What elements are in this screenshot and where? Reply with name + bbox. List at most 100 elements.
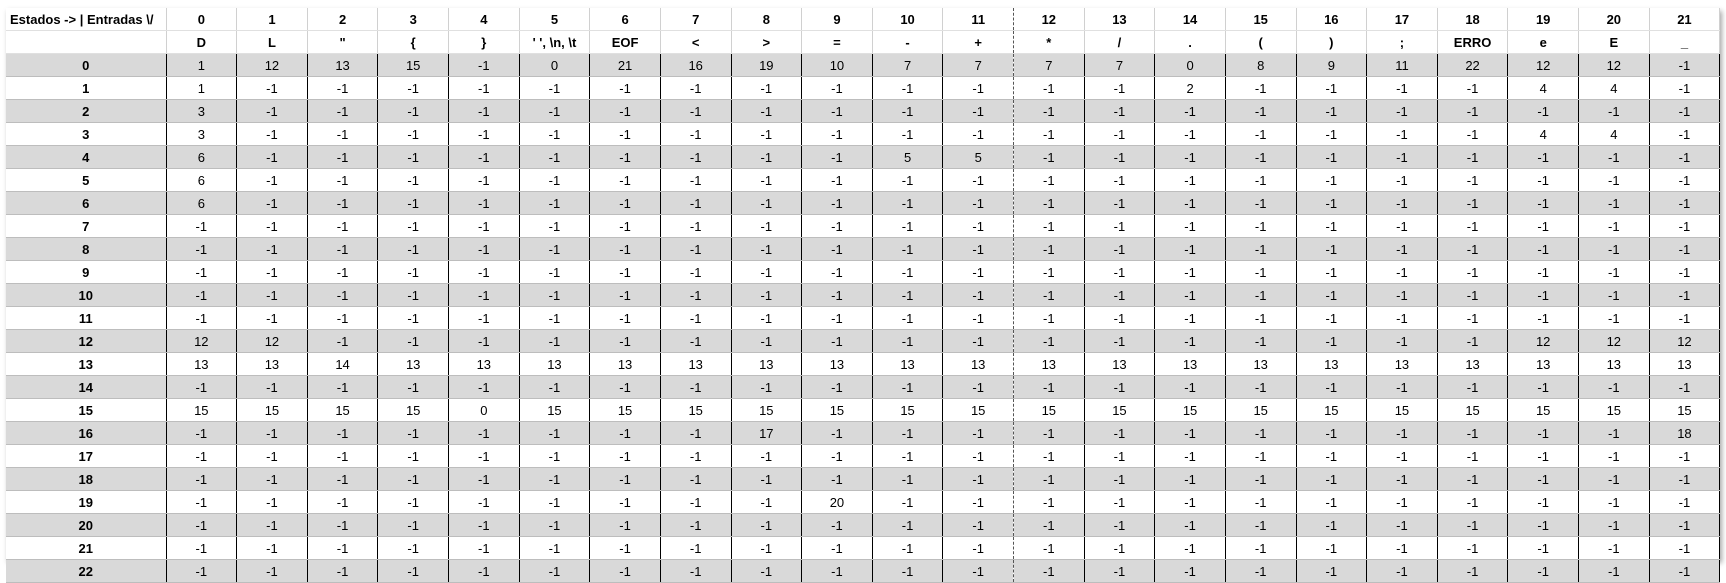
transition-cell: -1 xyxy=(872,99,944,123)
transition-cell: 14 xyxy=(307,352,379,376)
state-label: 12 xyxy=(6,329,167,353)
transition-cell: -1 xyxy=(1296,306,1368,330)
transition-cell: -1 xyxy=(307,467,379,491)
transition-cell: -1 xyxy=(660,237,732,261)
transition-cell: -1 xyxy=(1649,122,1721,146)
transition-cell: -1 xyxy=(589,536,661,560)
transition-cell: -1 xyxy=(377,559,449,583)
transition-cell: -1 xyxy=(307,444,379,468)
transition-cell: -1 xyxy=(872,444,944,468)
transition-cell: -1 xyxy=(1296,99,1368,123)
transition-cell: -1 xyxy=(1437,260,1509,284)
transition-cell: -1 xyxy=(872,237,944,261)
transition-cell: -1 xyxy=(236,237,308,261)
transition-cell: -1 xyxy=(660,122,732,146)
transition-cell: -1 xyxy=(1084,99,1156,123)
transition-cell: -1 xyxy=(801,76,873,100)
transition-cell: -1 xyxy=(1225,168,1297,192)
transition-cell: -1 xyxy=(307,329,379,353)
transition-cell: -1 xyxy=(1578,467,1650,491)
transition-cell: 13 xyxy=(1154,352,1226,376)
transition-cell: -1 xyxy=(1225,306,1297,330)
transition-cell: 15 xyxy=(377,53,449,77)
transition-cell: -1 xyxy=(377,536,449,560)
transition-cell: -1 xyxy=(236,444,308,468)
transition-cell: -1 xyxy=(660,306,732,330)
transition-cell: -1 xyxy=(1437,329,1509,353)
transition-cell: -1 xyxy=(1507,99,1579,123)
transition-cell: -1 xyxy=(519,283,591,307)
transition-cell: 15 xyxy=(307,398,379,422)
transition-cell: -1 xyxy=(236,122,308,146)
transition-cell: -1 xyxy=(377,283,449,307)
transition-cell: 8 xyxy=(1225,53,1297,77)
transition-cell: -1 xyxy=(307,99,379,123)
transition-cell: 7 xyxy=(1084,53,1156,77)
transition-cell: -1 xyxy=(942,191,1014,215)
transition-cell: -1 xyxy=(1437,375,1509,399)
transition-cell: -1 xyxy=(872,375,944,399)
transition-cell: -1 xyxy=(1649,283,1721,307)
transition-cell: -1 xyxy=(1437,467,1509,491)
transition-cell: -1 xyxy=(448,168,520,192)
transition-cell: -1 xyxy=(448,559,520,583)
transition-cell: -1 xyxy=(1013,214,1085,238)
table-row: 19 -1 -1 -1 -1 -1 -1 -1 -1 -1 20 -1 -1 -1 -1 -1 -1 -1 -1 -1… xyxy=(6,490,1721,514)
column-index-header: 8 xyxy=(731,8,803,31)
transition-cell: -1 xyxy=(801,306,873,330)
transition-cell: -1 xyxy=(1507,191,1579,215)
transition-cell: -1 xyxy=(307,260,379,284)
transition-cell: -1 xyxy=(1154,306,1226,330)
table-row: 3 3 -1 -1 -1 -1 -1 -1 -1 -1 -1 -1 -1 -1 -1 -1 -1 -1 -1 -1 4 4… xyxy=(6,122,1721,146)
transition-cell: -1 xyxy=(1507,490,1579,514)
transition-cell: -1 xyxy=(660,421,732,445)
transition-cell: -1 xyxy=(1013,76,1085,100)
transition-cell: -1 xyxy=(1507,536,1579,560)
transition-cell: -1 xyxy=(872,513,944,537)
transition-cell: -1 xyxy=(1013,237,1085,261)
transition-cell: -1 xyxy=(1437,145,1509,169)
transition-cell: -1 xyxy=(166,536,238,560)
transition-cell: -1 xyxy=(1084,467,1156,491)
transition-cell: -1 xyxy=(731,329,803,353)
column-char-header: } xyxy=(448,30,520,54)
transition-cell: 15 xyxy=(236,398,308,422)
transition-cell: -1 xyxy=(731,145,803,169)
transition-cell: 1 xyxy=(166,76,238,100)
transition-cell: -1 xyxy=(1154,122,1226,146)
state-label: 22 xyxy=(6,559,167,583)
transition-cell: -1 xyxy=(1013,513,1085,537)
state-label: 5 xyxy=(6,168,167,192)
transition-cell: -1 xyxy=(1578,145,1650,169)
transition-cell: -1 xyxy=(166,283,238,307)
transition-cell: -1 xyxy=(872,76,944,100)
transition-cell: 15 xyxy=(519,398,591,422)
transition-cell: -1 xyxy=(1013,145,1085,169)
transition-cell: -1 xyxy=(236,260,308,284)
transition-cell: -1 xyxy=(589,306,661,330)
transition-cell: -1 xyxy=(377,513,449,537)
transition-cell: -1 xyxy=(307,191,379,215)
transition-cell: -1 xyxy=(307,145,379,169)
transition-cell: -1 xyxy=(1507,237,1579,261)
transition-cell: -1 xyxy=(1084,559,1156,583)
transition-cell: 13 xyxy=(307,53,379,77)
transition-cell: 5 xyxy=(942,145,1014,169)
transition-cell: -1 xyxy=(801,122,873,146)
transition-cell: -1 xyxy=(801,559,873,583)
transition-cell: -1 xyxy=(801,467,873,491)
transition-cell: -1 xyxy=(1296,375,1368,399)
transition-cell: -1 xyxy=(166,214,238,238)
transition-cell: -1 xyxy=(801,145,873,169)
transition-cell: -1 xyxy=(236,168,308,192)
transition-cell: -1 xyxy=(589,467,661,491)
transition-cell: 15 xyxy=(1225,398,1297,422)
transition-cell: -1 xyxy=(660,490,732,514)
column-index-header: 19 xyxy=(1507,8,1579,31)
transition-cell: -1 xyxy=(307,122,379,146)
transition-cell: -1 xyxy=(166,444,238,468)
transition-cell: -1 xyxy=(1649,237,1721,261)
transition-cell: -1 xyxy=(1013,122,1085,146)
transition-cell: -1 xyxy=(1084,122,1156,146)
transition-cell: -1 xyxy=(1154,559,1226,583)
